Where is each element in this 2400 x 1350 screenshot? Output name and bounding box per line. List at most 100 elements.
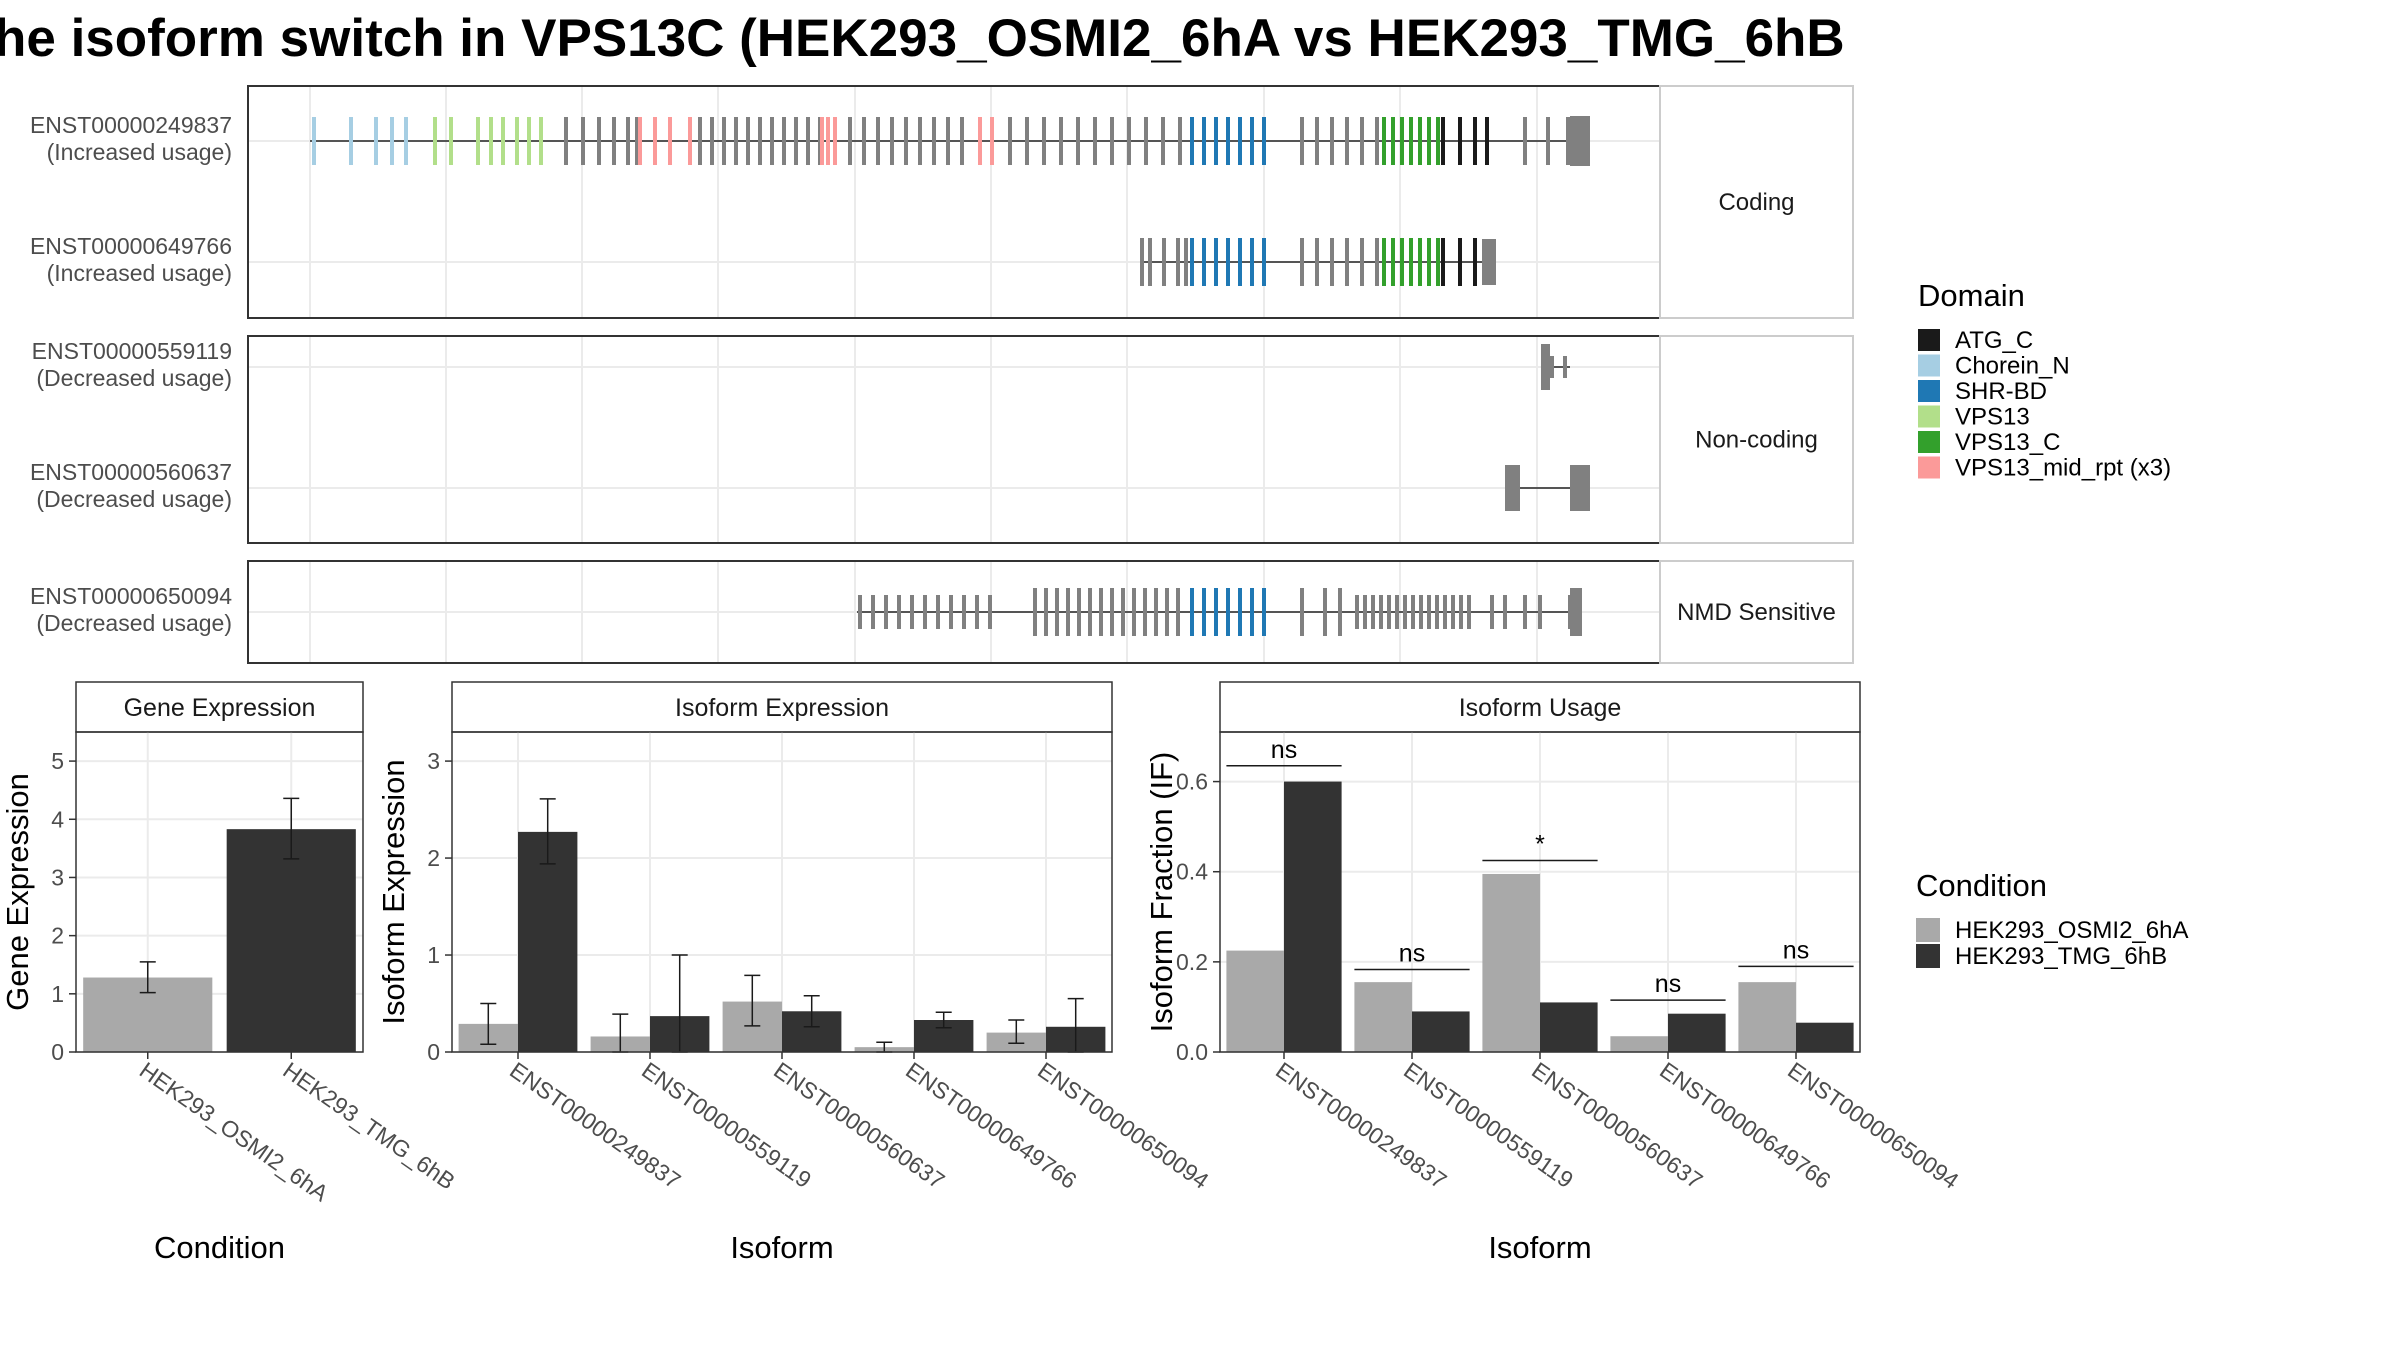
exon	[1262, 117, 1266, 165]
exon	[1436, 117, 1440, 165]
exon	[871, 595, 875, 629]
facet-strip	[1659, 560, 1854, 664]
exon	[1238, 238, 1242, 286]
exon	[374, 117, 378, 165]
transcript-ENST00000649766	[1140, 238, 1496, 286]
exon	[936, 595, 940, 629]
exon	[1144, 117, 1148, 165]
figure-title: he isoform switch in VPS13C (HEK293_OSMI…	[0, 9, 1845, 68]
legend-swatch	[1916, 918, 1940, 942]
exon	[858, 595, 862, 629]
exon	[746, 117, 750, 165]
exon	[1345, 238, 1349, 286]
y-tick-label: 2	[427, 845, 440, 871]
transcript-usage-label: (Decreased usage)	[36, 610, 232, 636]
exon	[1042, 117, 1046, 165]
exon	[1315, 117, 1319, 165]
exon	[1190, 238, 1194, 286]
bar	[1540, 1002, 1598, 1052]
exon	[1238, 117, 1242, 165]
bar	[1610, 1036, 1668, 1052]
exon	[962, 595, 966, 629]
panel-border	[75, 731, 364, 1053]
legend-swatch	[1918, 329, 1940, 351]
bar	[1412, 1011, 1470, 1052]
y-axis-title: Isoform Expression	[376, 759, 411, 1024]
exon	[990, 117, 994, 165]
exon	[1409, 117, 1413, 165]
panel-title: Isoform Usage	[1459, 694, 1622, 722]
bar	[1668, 1013, 1726, 1052]
exon	[404, 117, 408, 165]
exon	[1345, 117, 1349, 165]
legend-title: Domain	[1918, 278, 2025, 313]
exon	[949, 595, 953, 629]
transcript-usage-label: (Decreased usage)	[36, 486, 232, 512]
exon	[1382, 238, 1386, 286]
exon	[1403, 595, 1407, 629]
exon	[1202, 588, 1206, 636]
exon	[918, 117, 922, 165]
exon	[1300, 117, 1304, 165]
exon-terminal	[1541, 344, 1550, 390]
y-tick-label: 0.4	[1176, 859, 1208, 885]
facet-strip	[1659, 85, 1854, 319]
panel-nmd-sensitive: NMD Sensitive	[247, 560, 1854, 664]
x-axis-title: Isoform	[1488, 1230, 1591, 1265]
panel-title: Gene Expression	[124, 694, 316, 722]
exon	[1391, 238, 1395, 286]
bar	[1284, 781, 1342, 1052]
exon	[876, 117, 880, 165]
legend-swatch	[1918, 431, 1940, 453]
exon	[1190, 588, 1194, 636]
exon	[668, 117, 672, 165]
exon	[1400, 117, 1404, 165]
exon	[1360, 238, 1364, 286]
transcript-ENST00000560637	[1505, 465, 1590, 511]
exon	[1055, 588, 1059, 636]
exon	[1250, 117, 1254, 165]
exon	[904, 117, 908, 165]
exon	[848, 117, 852, 165]
exon	[884, 595, 888, 629]
exon	[946, 117, 950, 165]
domain-legend: Domain ATG_CChorein_NSHR-BDVPS13VPS13_CVP…	[1918, 278, 2171, 482]
legend-label: VPS13_C	[1955, 429, 2060, 456]
exon	[833, 117, 837, 165]
significance-label: ns	[1655, 970, 1681, 998]
facet-strip	[1659, 335, 1854, 544]
exon	[1427, 595, 1431, 629]
exon	[1375, 238, 1379, 286]
y-tick-label: 0	[427, 1039, 440, 1065]
significance-label: ns	[1399, 940, 1425, 968]
exon	[626, 117, 630, 165]
exon-terminal	[1570, 465, 1590, 511]
exon	[1427, 117, 1431, 165]
exon	[501, 117, 505, 165]
exon	[1382, 117, 1386, 165]
bar	[1354, 982, 1412, 1052]
exon	[1148, 238, 1152, 286]
exon-terminal	[1570, 116, 1590, 166]
legend-label: HEK293_OSMI2_6hA	[1955, 917, 2188, 944]
exon	[1315, 238, 1319, 286]
exon	[1523, 595, 1527, 629]
y-tick-label: 1	[427, 942, 440, 968]
exon	[1441, 117, 1445, 165]
exon	[1184, 238, 1188, 286]
exon	[635, 117, 639, 165]
isoform-expression-chart: Isoform Expression0123ENST00000249837ENS…	[376, 681, 1214, 1265]
exon	[722, 117, 726, 165]
exon	[1395, 595, 1399, 629]
exon	[1427, 238, 1431, 286]
exon	[698, 117, 702, 165]
legend-swatch	[1916, 944, 1940, 968]
exon	[978, 117, 982, 165]
exon-terminal	[1505, 465, 1520, 511]
exon	[1441, 238, 1445, 286]
significance-label: ns	[1783, 936, 1809, 964]
exon	[1226, 117, 1230, 165]
exon	[782, 117, 786, 165]
exon	[1226, 238, 1230, 286]
